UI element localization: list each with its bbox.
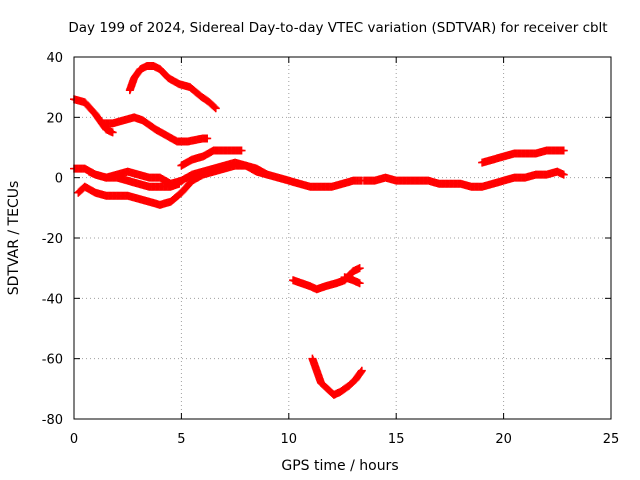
data-point <box>355 264 364 273</box>
series-arc12 <box>308 354 366 399</box>
axis-ticks: 0 5 10 15 20 25 -80 -60 -40 -20 0 20 40 <box>42 51 620 447</box>
x-tick-label: 20 <box>495 432 512 447</box>
y-axis-label: SDTVAR / TECUs <box>6 181 22 296</box>
series-arc7 <box>74 161 272 209</box>
x-tick-label: 5 <box>177 432 185 447</box>
series-arc8 <box>359 167 568 191</box>
grid <box>74 57 611 419</box>
data-point <box>357 366 366 375</box>
x-tick-label: 25 <box>603 432 620 447</box>
x-tick-label: 10 <box>281 432 298 447</box>
x-axis-label: GPS time / hours <box>281 458 398 474</box>
series-arc4 <box>177 146 246 170</box>
data-point <box>559 146 568 155</box>
data-point <box>175 179 184 188</box>
data-point <box>559 170 568 179</box>
series-arc10 <box>289 264 364 294</box>
y-tick-label: 40 <box>46 51 63 66</box>
y-tick-label: -20 <box>42 232 63 247</box>
x-tick-label: 0 <box>70 432 78 447</box>
series-arc11 <box>340 273 364 288</box>
data-point <box>237 146 246 155</box>
data-point <box>108 128 117 137</box>
data-series <box>70 62 568 399</box>
series-arc9 <box>478 146 568 167</box>
y-tick-label: -60 <box>42 353 63 368</box>
data-point <box>357 367 366 376</box>
data-point <box>263 170 272 179</box>
series-arc2 <box>97 113 212 146</box>
data-point <box>355 279 364 288</box>
series-arc3 <box>125 62 220 113</box>
y-tick-label: 20 <box>46 111 63 126</box>
series-arc6 <box>85 167 184 191</box>
y-tick-label: 0 <box>55 172 63 187</box>
chart-title: Day 199 of 2024, Sidereal Day-to-day VTE… <box>68 20 607 36</box>
x-tick-label: 15 <box>388 432 405 447</box>
data-point <box>210 103 219 112</box>
y-tick-label: -40 <box>42 292 63 307</box>
y-tick-label: -80 <box>42 413 63 428</box>
data-point <box>211 104 220 113</box>
data-point <box>203 134 212 143</box>
